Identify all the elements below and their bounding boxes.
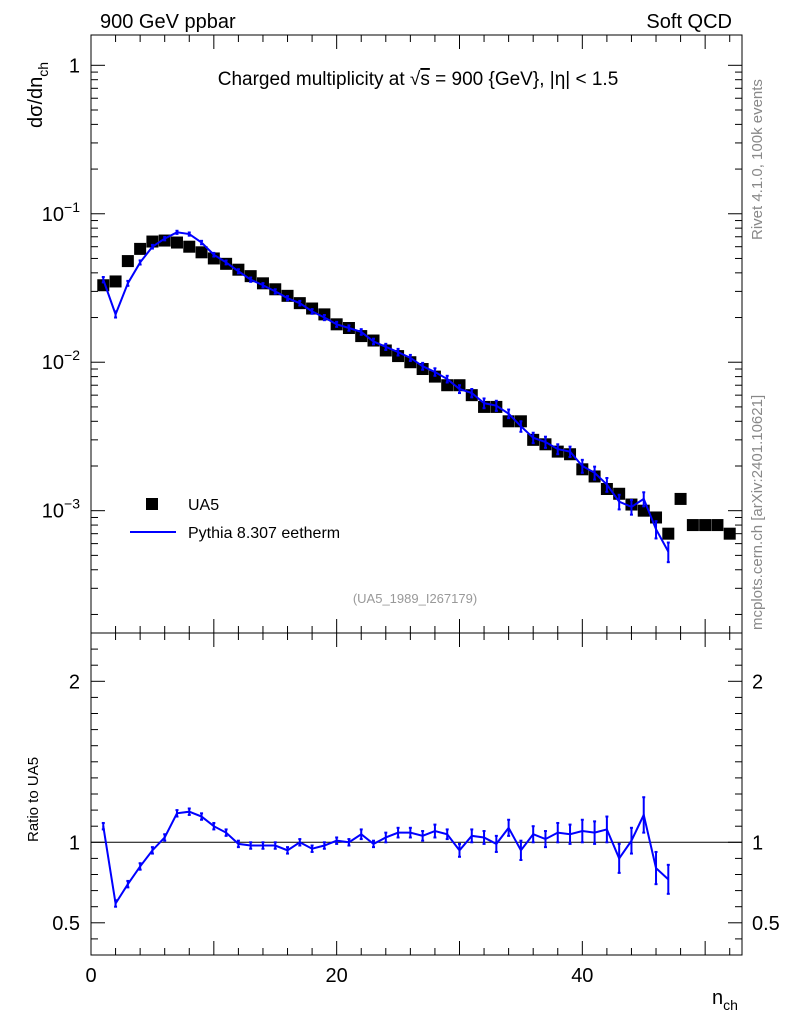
ua5-point — [121, 255, 134, 268]
ratio-y-tick-label-right: 1 — [752, 832, 763, 854]
main-panel: 1 10−1 10−2 10−3 Charged multiplicity at √s… — [25, 34, 743, 634]
ua5-point — [711, 519, 724, 532]
x-tick-label: 0 — [85, 965, 96, 987]
ratio-tick-labels: 0.5 0.51 12 20 20 40 — [52, 671, 780, 987]
main-y-tick-label: 1 — [69, 55, 80, 77]
ua5-point — [662, 527, 675, 540]
legend-marker-ua5 — [146, 498, 158, 510]
ratio-y-tick-label: 1 — [69, 832, 80, 854]
ratio-plot-frame — [90, 632, 743, 956]
ua5-point — [109, 275, 122, 288]
ua5-point — [686, 519, 699, 532]
ua5-point — [723, 527, 736, 540]
main-y-axis-label: dσ/dnch — [25, 62, 51, 128]
legend: UA5 Pythia 8.307 eetherm — [130, 497, 340, 542]
ratio-y-axis-label: Ratio to UA5 — [25, 757, 42, 842]
main-plot-title: Charged multiplicity at √s = 900 {GeV}, … — [218, 69, 619, 90]
ratio-panel: 0.5 0.51 12 20 20 40 Ratio to UA5 nch — [25, 632, 780, 1013]
header-category: Soft QCD — [646, 11, 732, 33]
ua5-point — [244, 270, 257, 283]
x-tick-label: 20 — [326, 965, 348, 987]
ua5-point — [195, 246, 208, 259]
ua5-point — [502, 415, 515, 428]
ua5-point — [674, 492, 687, 505]
ua5-point — [134, 242, 147, 255]
main-y-tick-label: 10−1 — [42, 199, 80, 226]
mcplots-label: mcplots.cern.ch [arXiv:2401.10621] — [749, 395, 766, 630]
header-process: 900 GeV ppbar — [100, 11, 236, 33]
ua5-point — [183, 240, 196, 253]
main-y-tick-label: 10−3 — [42, 496, 80, 523]
ratio-y-tick-label-right: 2 — [752, 671, 763, 693]
ratio-axis-ticks — [90, 632, 742, 956]
ratio-data — [101, 796, 670, 908]
x-tick-label: 40 — [571, 965, 593, 987]
analysis-tag: (UA5_1989_I267179) — [353, 591, 477, 606]
main-plot-frame — [90, 34, 743, 634]
ratio-line — [102, 810, 669, 907]
rivet-label: Rivet 4.1.0, 100k events — [749, 79, 766, 240]
ua5-point — [170, 236, 183, 249]
legend-label-ua5: UA5 — [188, 497, 219, 514]
main-data — [97, 229, 736, 564]
ua5-point — [699, 519, 712, 532]
x-axis-label: nch — [712, 987, 738, 1013]
main-y-tick-labels: 1 10−1 10−2 10−3 — [42, 55, 80, 522]
main-axis-ticks — [90, 35, 742, 633]
ratio-y-tick-label: 2 — [69, 671, 80, 693]
ratio-y-tick-label-right: 0.5 — [752, 913, 780, 935]
main-y-tick-label: 10−2 — [42, 347, 80, 374]
legend-label-pythia: Pythia 8.307 eetherm — [188, 525, 340, 542]
ratio-y-tick-label: 0.5 — [52, 913, 80, 935]
